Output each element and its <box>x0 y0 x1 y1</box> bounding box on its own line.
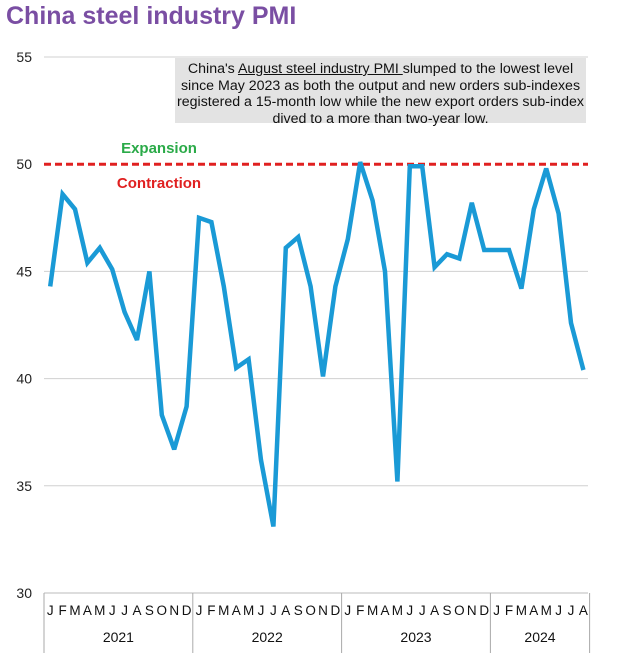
month-label: A <box>430 603 439 618</box>
month-label: N <box>318 603 328 618</box>
month-label: O <box>454 603 465 618</box>
month-label: M <box>94 603 105 618</box>
reference-line: Expansion Contraction <box>44 140 588 192</box>
month-label: J <box>47 603 54 618</box>
month-label: A <box>281 603 290 618</box>
month-label: J <box>196 603 203 618</box>
month-label: S <box>442 603 451 618</box>
month-label: A <box>83 603 92 618</box>
month-label: F <box>58 603 66 618</box>
annotation-text: slumped to the lowest level since May 20… <box>177 61 584 127</box>
month-label: D <box>479 603 489 618</box>
month-label: A <box>232 603 241 618</box>
y-tick-label: 50 <box>16 156 32 172</box>
month-label: J <box>258 603 265 618</box>
month-label: J <box>344 603 351 618</box>
month-label: J <box>109 603 116 618</box>
year-label: 2021 <box>103 629 134 645</box>
month-label: O <box>305 603 316 618</box>
annotation-box: China's August steel industry PMI slumpe… <box>175 58 586 127</box>
month-label: M <box>69 603 80 618</box>
month-label: J <box>555 603 562 618</box>
month-label: M <box>218 603 229 618</box>
year-label: 2023 <box>400 629 431 645</box>
month-label: A <box>380 603 389 618</box>
month-label: M <box>541 603 552 618</box>
pmi-line <box>47 161 586 527</box>
month-label: F <box>207 603 215 618</box>
month-label: D <box>182 603 192 618</box>
annotation-link[interactable]: August steel industry PMI <box>237 61 403 77</box>
y-tick-label: 40 <box>16 371 32 387</box>
month-label: D <box>331 603 341 618</box>
month-label: F <box>505 603 513 618</box>
month-label: M <box>516 603 527 618</box>
annotation-prefix: China's <box>187 61 238 77</box>
month-label: A <box>132 603 141 618</box>
month-label: J <box>493 603 500 618</box>
month-label: N <box>467 603 477 618</box>
month-label: J <box>270 603 277 618</box>
chart-title: China steel industry PMI <box>6 2 297 30</box>
month-label: J <box>568 603 575 618</box>
contraction-label: Contraction <box>117 175 201 192</box>
month-label: M <box>367 603 378 618</box>
month-label: S <box>294 603 303 618</box>
month-label: J <box>121 603 128 618</box>
month-label: S <box>145 603 154 618</box>
month-label: M <box>243 603 254 618</box>
month-label: A <box>529 603 538 618</box>
month-label: J <box>406 603 413 618</box>
expansion-label: Expansion <box>121 140 197 157</box>
month-label: M <box>392 603 403 618</box>
y-axis-ticks: 30 35 40 45 50 55 <box>16 49 32 601</box>
year-label: 2024 <box>524 629 555 645</box>
month-label: F <box>356 603 364 618</box>
series-line <box>47 161 586 527</box>
month-label: A <box>579 603 588 618</box>
y-tick-label: 30 <box>16 585 32 601</box>
y-tick-label: 35 <box>16 478 32 494</box>
year-label: 2022 <box>252 629 283 645</box>
month-label: O <box>157 603 168 618</box>
y-tick-label: 45 <box>16 263 32 279</box>
month-label: J <box>419 603 426 618</box>
month-label: N <box>169 603 179 618</box>
y-tick-label: 55 <box>16 49 32 65</box>
